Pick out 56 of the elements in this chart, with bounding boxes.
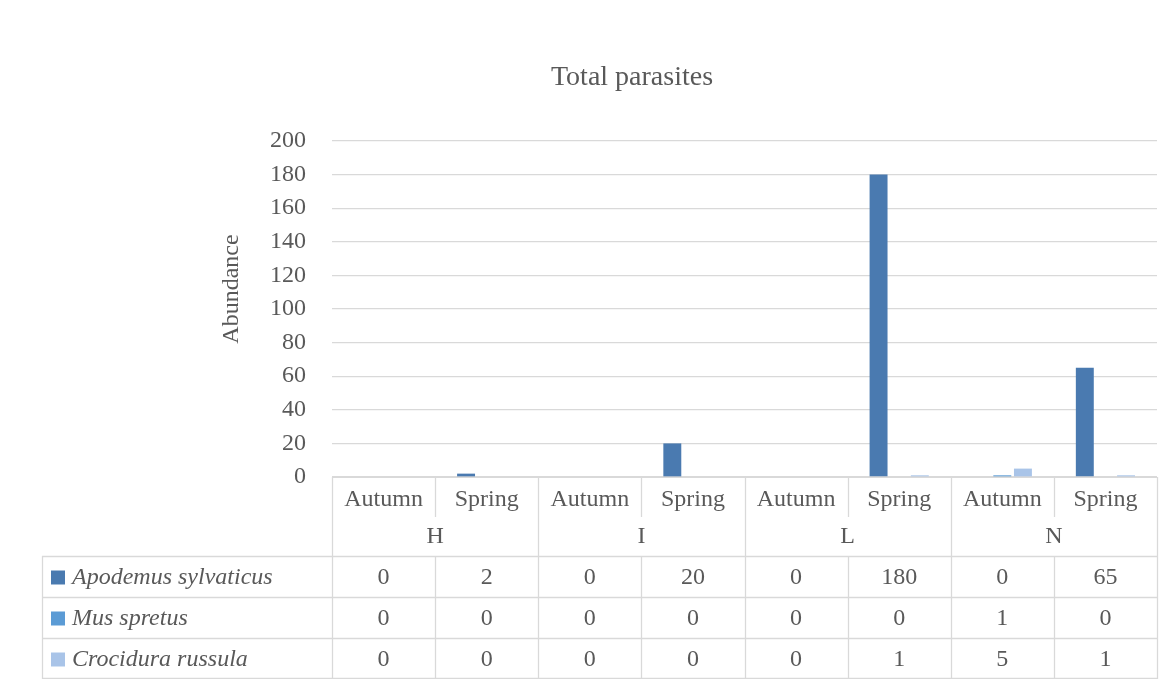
y-tick-label: 160 <box>270 193 306 220</box>
bar <box>663 443 682 477</box>
data-label: 65 <box>1093 562 1118 589</box>
x-tick-label: Spring <box>660 484 725 511</box>
y-tick-label: 120 <box>270 260 306 287</box>
y-tick-label: 180 <box>270 159 306 186</box>
data-label: 1 <box>996 603 1009 630</box>
bar <box>1013 468 1032 477</box>
data-label: 0 <box>790 644 803 671</box>
y-tick-label: 80 <box>282 327 306 354</box>
y-tick-label: 140 <box>270 227 306 254</box>
data-label: 2 <box>480 562 493 589</box>
data-label: 1 <box>1099 644 1112 671</box>
data-label: 0 <box>790 603 803 630</box>
data-label: 0 <box>377 603 390 630</box>
x-tick-label: Spring <box>1073 484 1138 511</box>
data-label: 0 <box>996 562 1009 589</box>
data-label: 0 <box>377 644 390 671</box>
chart-title: Total parasites <box>550 60 714 92</box>
data-label: 5 <box>996 644 1009 671</box>
text: N <box>1045 522 1063 549</box>
legend-label: Crocidura russula <box>72 644 248 671</box>
x-tick-label: Spring <box>454 484 519 511</box>
data-label: 0 <box>790 562 803 589</box>
legend-label: Mus spretus <box>71 603 188 630</box>
legend-label: Apodemus sylvaticus <box>70 562 273 589</box>
x-tick-label: Spring <box>867 484 932 511</box>
data-label: 0 <box>686 603 699 630</box>
data-label: 20 <box>680 562 705 589</box>
y-tick-label: 40 <box>282 395 306 422</box>
x-tick-label: Autumn <box>550 484 630 511</box>
data-label: 0 <box>583 603 596 630</box>
y-tick-label: 60 <box>282 361 306 388</box>
bar <box>1075 367 1094 477</box>
data-label: 0 <box>893 603 906 630</box>
data-label: 0 <box>583 562 596 589</box>
text: H <box>426 522 444 549</box>
x-tick-label: Autumn <box>344 484 423 511</box>
text: L <box>840 522 855 549</box>
x-tick-label: Autumn <box>962 484 1042 511</box>
data-label: 0 <box>480 644 493 671</box>
y-tick-label: 100 <box>270 294 306 321</box>
y-axis-title: Abundance <box>217 234 244 344</box>
data-label: 0 <box>686 644 699 671</box>
data-label: 0 <box>480 603 493 630</box>
data-label: 0 <box>583 644 596 671</box>
y-tick-label: 0 <box>294 462 306 489</box>
data-label: 0 <box>377 562 390 589</box>
text: I <box>637 522 646 549</box>
x-tick-label: Autumn <box>756 484 836 511</box>
y-tick-label: 200 <box>270 126 306 153</box>
data-label: 1 <box>893 644 906 671</box>
data-label: 0 <box>1099 603 1112 630</box>
y-tick-label: 20 <box>282 428 306 455</box>
bar <box>869 174 888 477</box>
data-label: 180 <box>881 562 918 589</box>
